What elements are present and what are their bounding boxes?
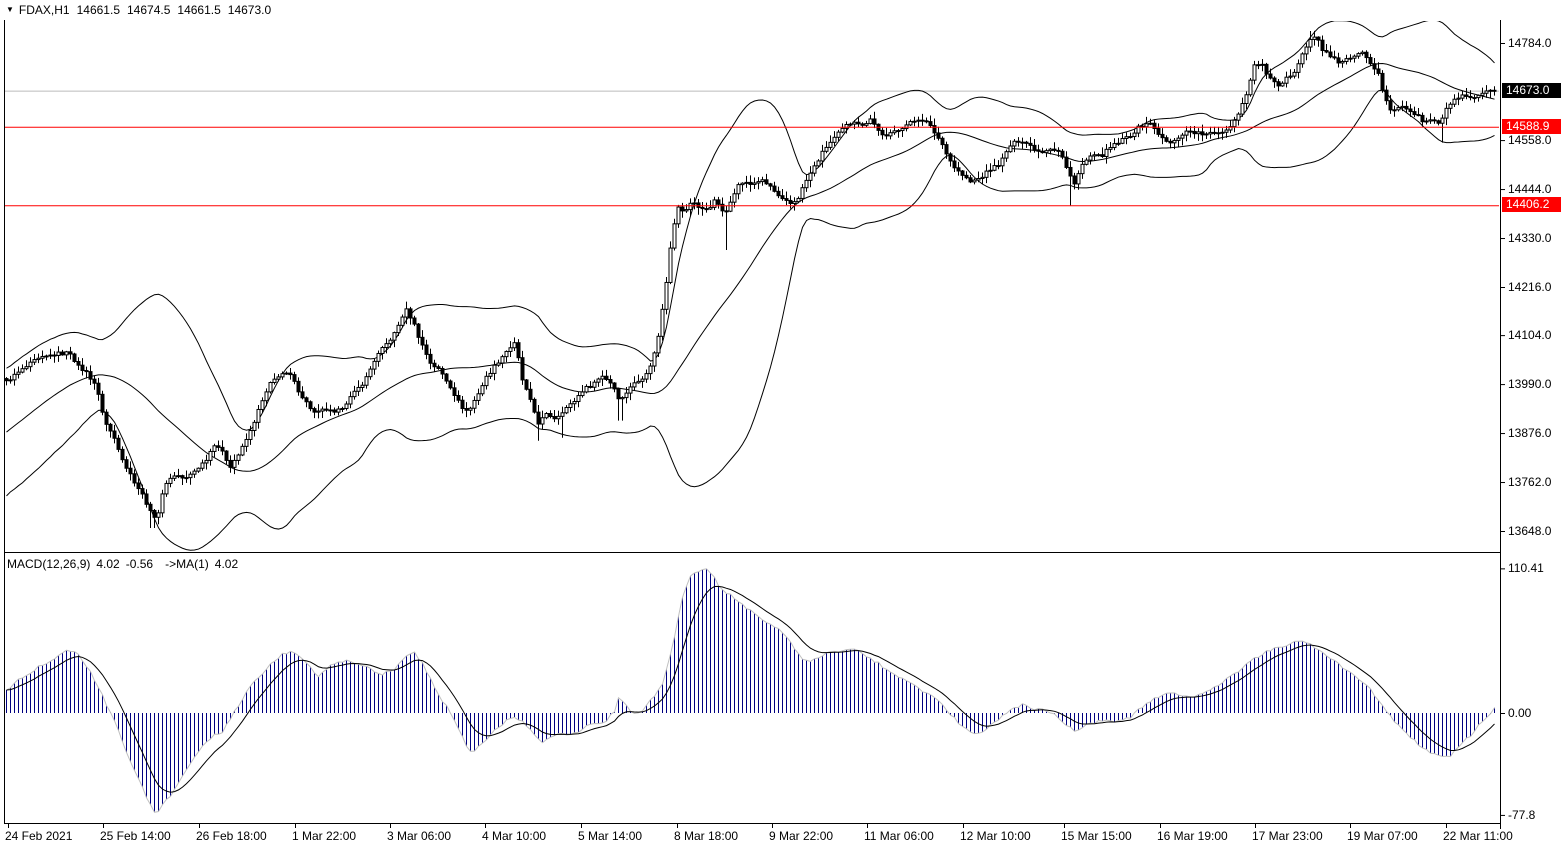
hline-price-badge-lower: 14406.2: [1502, 197, 1561, 213]
symbol-dropdown-icon[interactable]: ▼: [6, 5, 14, 14]
macd-main-value: 4.02: [96, 557, 120, 571]
price-axis-label: 14558.0: [1508, 133, 1552, 148]
time-axis[interactable]: 24 Feb 2021 25 Feb 14:00 26 Feb 18:00 1 Mar…: [0, 827, 1566, 850]
price-axis-label: 14104.0: [1508, 328, 1552, 343]
macd-name: MACD(12,26,9): [7, 557, 91, 571]
time-axis-label: 3 Mar 06:00: [387, 829, 452, 843]
bollinger-middle-band[interactable]: [6, 62, 1495, 472]
macd-axis-label: 0.00: [1508, 706, 1532, 720]
bollinger-upper-band[interactable]: [6, 20, 1495, 431]
time-axis-label: 1 Mar 22:00: [292, 829, 357, 843]
price-axis-label: 14444.0: [1508, 182, 1552, 197]
time-axis-label: 17 Mar 23:00: [1252, 829, 1323, 843]
macd-signal-value: -0.56: [125, 557, 154, 571]
time-axis-label: 5 Mar 14:00: [578, 829, 643, 843]
current-price-badge: 14673.0: [1502, 82, 1561, 98]
bollinger-lower-band[interactable]: [6, 89, 1495, 551]
macd-ma-value: 4.02: [214, 557, 239, 571]
time-axis-label: 12 Mar 10:00: [960, 829, 1031, 843]
price-axis-label: 14330.0: [1508, 231, 1552, 246]
chart-title: ▼ FDAX,H1 14661.5 14674.5 14661.5 14673.0: [6, 3, 271, 17]
macd-axis-label: 110.41: [1508, 561, 1544, 576]
candles-layer[interactable]: [5, 30, 1497, 528]
time-axis-label: 22 Mar 11:00: [1443, 829, 1513, 843]
price-axis-label: 13648.0: [1508, 524, 1552, 538]
macd-axis-label: -77.8: [1508, 807, 1536, 822]
time-axis-label: 25 Feb 14:00: [100, 829, 171, 843]
time-axis-label: 16 Mar 19:00: [1157, 829, 1228, 843]
symbol-period-label: FDAX,H1: [18, 3, 70, 17]
time-axis-label: 24 Feb 2021: [5, 829, 73, 843]
time-axis-label: 9 Mar 22:00: [769, 829, 834, 843]
pane-borders: [4, 20, 1505, 829]
time-axis-label: 15 Mar 15:00: [1061, 829, 1132, 843]
time-axis-label: 26 Feb 18:00: [196, 829, 267, 843]
ohlc-high: 14674.5: [127, 3, 171, 17]
price-axis-label: 13990.0: [1508, 377, 1552, 392]
time-axis-label: 8 Mar 18:00: [674, 829, 739, 843]
ohlc-low: 14661.5: [177, 3, 221, 17]
ohlc-close: 14673.0: [227, 3, 272, 17]
price-axis-label: 13876.0: [1508, 426, 1552, 441]
macd-signal-line: [6, 585, 1495, 793]
hline-price-badge-upper: 14588.9: [1502, 118, 1561, 134]
price-axis-label: 14216.0: [1508, 280, 1552, 294]
macd-pane[interactable]: [6, 568, 1495, 813]
ohlc-open: 14661.5: [76, 3, 120, 17]
price-axis-label: 13762.0: [1508, 475, 1552, 490]
time-axis-label: 4 Mar 10:00: [482, 829, 547, 843]
price-axis[interactable]: 14784.0 14558.0 14444.0 14330.0 14216.0 14104…: [1501, 0, 1566, 850]
price-pane[interactable]: [4, 20, 1500, 551]
price-axis-label: 14784.0: [1508, 36, 1552, 50]
time-axis-label: 11 Mar 06:00: [864, 829, 934, 843]
macd-envelope-line: [6, 568, 1495, 813]
macd-ma-name: ->MA(1): [165, 557, 209, 571]
macd-histogram: [6, 568, 1495, 813]
macd-indicator-label: MACD(12,26,9) 4.02 -0.56 ->MA(1) 4.02: [7, 557, 238, 571]
time-axis-label: 19 Mar 07:00: [1347, 829, 1418, 843]
